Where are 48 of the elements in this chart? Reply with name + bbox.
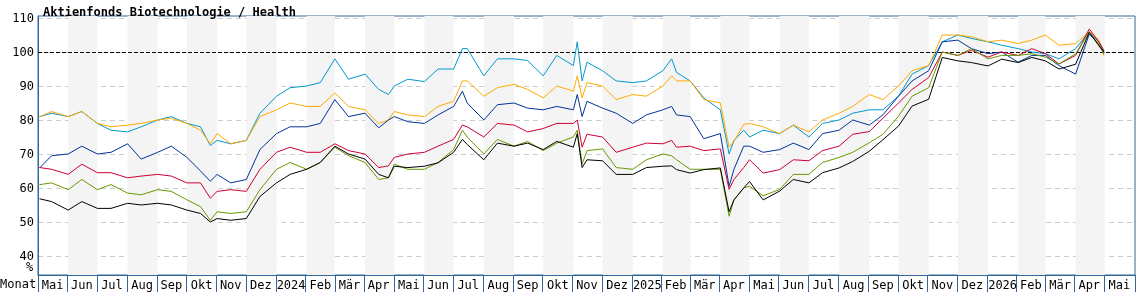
x-tick-label: Apr xyxy=(1078,278,1101,292)
x-tick-label: Sep xyxy=(160,278,183,292)
x-tick-label: Feb xyxy=(309,278,332,292)
x-tick-label: Mai xyxy=(41,278,64,292)
x-tick-label: Okt xyxy=(190,278,213,292)
x-tick-label: 2024 xyxy=(276,278,306,292)
x-tick-label: Dez xyxy=(961,278,984,292)
x-tick-label: Jul xyxy=(457,278,480,292)
y-tick-label: 40 xyxy=(19,248,34,263)
chart-title: Aktienfonds Biotechnologie / Health xyxy=(43,5,296,19)
x-tick-label: 2026 xyxy=(988,278,1018,292)
x-tick-label: Jun xyxy=(427,278,449,292)
x-axis-title: Monat xyxy=(0,277,37,291)
x-tick-label: Apr xyxy=(723,278,745,292)
x-tick-label: Aug xyxy=(131,278,153,292)
y-tick-label: 60 xyxy=(19,180,34,195)
y-tick-label: 100 xyxy=(12,45,34,60)
x-tick-label: Aug xyxy=(487,278,510,292)
x-tick-label: Mär xyxy=(693,278,716,292)
x-tick-label: Mär xyxy=(1049,278,1071,292)
x-tick-label: Nov xyxy=(576,278,598,292)
x-tick-label: Nov xyxy=(931,278,954,292)
x-tick-label: Sep xyxy=(516,278,539,292)
y-tick-label: 110 xyxy=(12,11,34,26)
x-tick-label: Mai xyxy=(398,278,420,292)
x-tick-label: Sep xyxy=(872,278,894,292)
x-tick-label: Feb xyxy=(664,278,687,292)
x-tick-label: 2025 xyxy=(632,278,662,292)
x-tick-label: Mär xyxy=(338,278,361,292)
x-tick-label: Okt xyxy=(902,278,924,292)
x-tick-label: Dez xyxy=(606,278,629,292)
y-tick-label: 80 xyxy=(19,113,34,128)
x-tick-label: Jun xyxy=(782,278,805,292)
x-tick-label: Jul xyxy=(812,278,835,292)
x-tick-label: Jul xyxy=(101,278,123,292)
x-tick-label: Okt xyxy=(546,278,569,292)
x-tick-label: Feb xyxy=(1020,278,1042,292)
y-tick-label: 70 xyxy=(19,147,34,161)
x-tick-label: Apr xyxy=(367,278,390,292)
x-tick-label: Nov xyxy=(219,278,242,292)
y-axis-title: % xyxy=(26,260,34,274)
x-tick-label: Aug xyxy=(842,278,865,292)
y-tick-label: 50 xyxy=(19,214,34,229)
x-tick-label: Mai xyxy=(753,278,775,292)
x-tick-label: Jun xyxy=(70,278,93,292)
y-tick-label: 90 xyxy=(19,79,34,94)
x-tick-label: Dez xyxy=(250,278,272,292)
x-tick-label: Mai xyxy=(1108,278,1131,292)
